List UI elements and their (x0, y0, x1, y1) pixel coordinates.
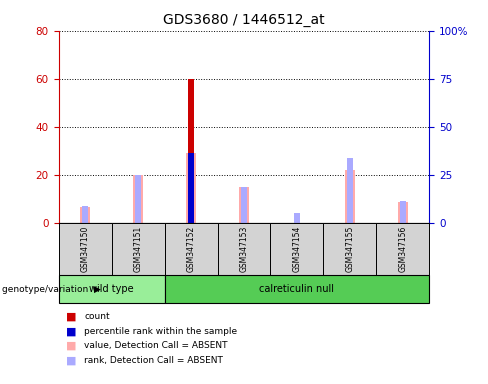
Text: GSM347150: GSM347150 (81, 225, 90, 272)
Bar (242, 187, 246, 223)
Bar (218, 223, 270, 275)
Bar (135, 175, 141, 223)
Text: GSM347155: GSM347155 (346, 225, 354, 272)
Text: ■: ■ (66, 341, 77, 351)
Text: ■: ■ (66, 312, 77, 322)
Bar (345, 170, 355, 223)
Text: GSM347152: GSM347152 (186, 225, 196, 272)
Bar (188, 153, 194, 223)
Bar (59, 275, 164, 303)
Text: ■: ■ (66, 356, 77, 366)
Text: GSM347156: GSM347156 (398, 225, 407, 272)
Bar (112, 223, 164, 275)
Text: count: count (84, 312, 110, 321)
Text: ■: ■ (66, 326, 77, 336)
Bar (81, 207, 90, 223)
Bar (376, 223, 429, 275)
Text: wild type: wild type (89, 284, 134, 294)
Text: GSM347151: GSM347151 (134, 225, 142, 272)
Title: GDS3680 / 1446512_at: GDS3680 / 1446512_at (163, 13, 325, 27)
Bar (270, 223, 324, 275)
Bar (324, 223, 376, 275)
Bar (347, 158, 353, 223)
Text: value, Detection Call = ABSENT: value, Detection Call = ABSENT (84, 341, 228, 351)
Text: GSM347153: GSM347153 (240, 225, 248, 272)
Bar (186, 153, 196, 223)
Text: calreticulin null: calreticulin null (260, 284, 334, 294)
Bar (164, 275, 429, 303)
Bar (188, 79, 194, 223)
Bar (400, 201, 406, 223)
Bar (239, 187, 249, 223)
Bar (294, 213, 300, 223)
Text: rank, Detection Call = ABSENT: rank, Detection Call = ABSENT (84, 356, 224, 365)
Bar (164, 223, 218, 275)
Text: GSM347154: GSM347154 (292, 225, 302, 272)
Text: percentile rank within the sample: percentile rank within the sample (84, 327, 238, 336)
Bar (398, 202, 407, 223)
Bar (82, 206, 88, 223)
Bar (133, 175, 143, 223)
Bar (59, 223, 112, 275)
Text: genotype/variation  ▶: genotype/variation ▶ (2, 285, 102, 295)
